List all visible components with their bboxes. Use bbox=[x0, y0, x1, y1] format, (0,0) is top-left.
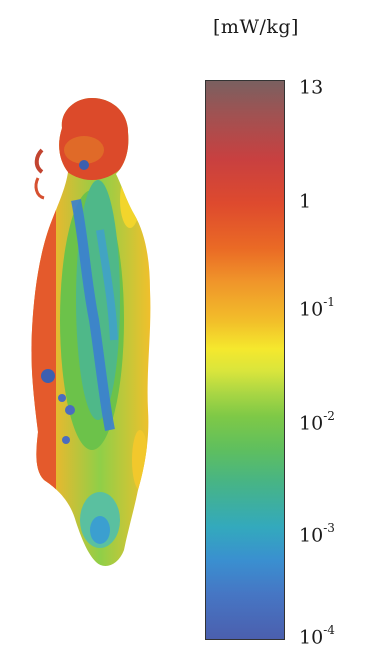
colorbar-tick-1: 1 bbox=[299, 190, 312, 213]
colorbar-tick-1e-1: 10-1 bbox=[299, 295, 335, 321]
sar-colorbar bbox=[205, 80, 285, 640]
human-body-sar-map bbox=[31, 98, 151, 566]
colorbar-unit-label: [mW/kg] bbox=[213, 16, 299, 38]
colorbar-tick-1e-2: 10-2 bbox=[299, 409, 335, 435]
colorbar-tick-1e-3: 10-3 bbox=[299, 521, 335, 547]
colorbar-tick-13: 13 bbox=[299, 76, 324, 99]
colorbar-tick-1e-4: 10-4 bbox=[299, 623, 335, 649]
